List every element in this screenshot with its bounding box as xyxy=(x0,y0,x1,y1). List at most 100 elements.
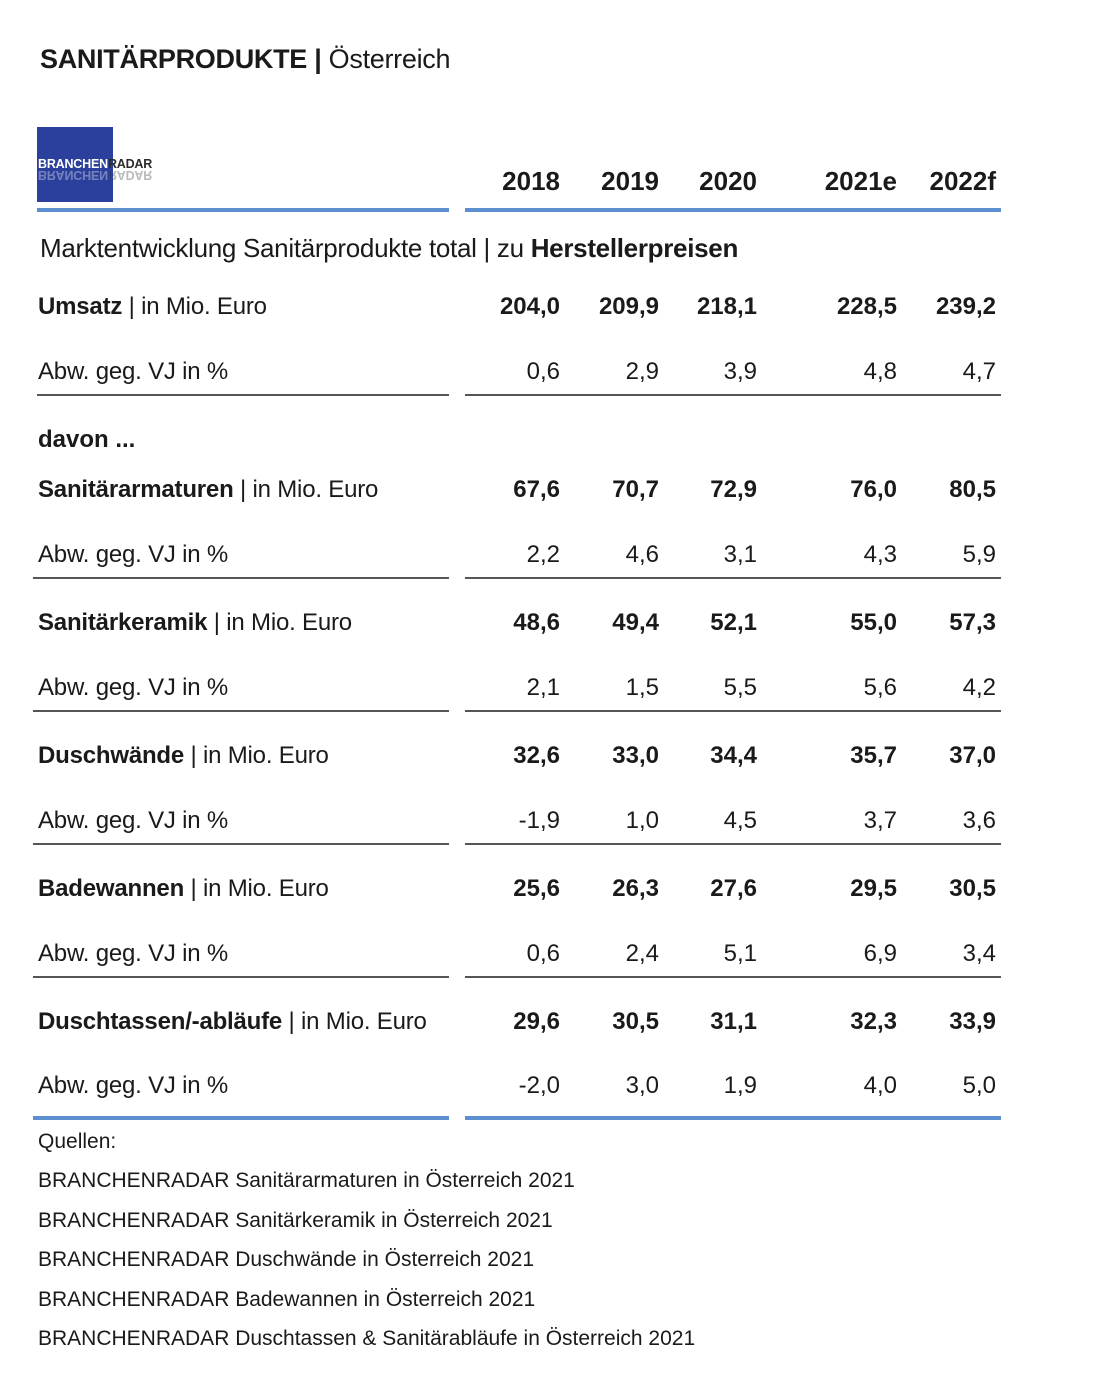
row-rule-left xyxy=(37,394,449,396)
change-cell: 3,4 xyxy=(962,940,996,967)
change-cell: 1,0 xyxy=(625,807,659,834)
change-cell: 5,9 xyxy=(962,541,996,568)
change-cell: 4,8 xyxy=(863,358,897,385)
change-cell: 3,7 xyxy=(863,807,897,834)
year-header-2022f: 2022f xyxy=(929,166,997,196)
row-name: Badewannen xyxy=(38,875,191,902)
value-cell: 228,5 xyxy=(836,293,897,320)
value-cell: 52,1 xyxy=(710,609,757,636)
page-title: SANITÄRPRODUKTE | Österreich xyxy=(40,44,451,75)
row-unit: | in Mio. Euro xyxy=(240,476,379,503)
row-rule-left xyxy=(33,1116,449,1120)
row-label-3: Duschwände | in Mio. Euro xyxy=(38,742,329,770)
value-cell: 76,0 xyxy=(850,476,897,503)
row-rule-right xyxy=(465,577,1001,579)
change-cell: 1,9 xyxy=(723,1072,757,1099)
change-cell: 2,2 xyxy=(526,541,560,568)
row-label-5: Duschtassen/-abläufe | in Mio. Euro xyxy=(38,1008,427,1036)
change-cell: 5,0 xyxy=(962,1072,996,1099)
value-cell: 32,6 xyxy=(513,742,560,769)
change-cell: 2,4 xyxy=(625,940,659,967)
row-unit: | in Mio. Euro xyxy=(190,742,329,769)
change-cell: 4,2 xyxy=(962,674,996,701)
change-cell: -2,0 xyxy=(518,1072,560,1099)
source-item: BRANCHENRADAR Sanitärkeramik in Österrei… xyxy=(38,1209,553,1232)
value-cell: 204,0 xyxy=(499,293,560,320)
change-label-3: Abw. geg. VJ in % xyxy=(38,807,229,834)
change-cell: 4,5 xyxy=(723,807,757,834)
value-cell: 30,5 xyxy=(949,875,996,902)
logo-wordmark-reflection: BRANCHENRADAR xyxy=(38,168,153,182)
value-cell: 33,9 xyxy=(949,1008,996,1035)
row-unit: | in Mio. Euro xyxy=(190,875,329,902)
value-cell: 55,0 xyxy=(850,609,897,636)
row-label-4: Badewannen | in Mio. Euro xyxy=(38,875,329,903)
change-cell: 0,6 xyxy=(526,358,560,385)
change-cell: 4,0 xyxy=(863,1072,897,1099)
year-header-2021e: 2021e xyxy=(824,166,897,196)
change-cell: 5,5 xyxy=(723,674,757,701)
change-label-1: Abw. geg. VJ in % xyxy=(38,541,229,568)
value-cell: 209,9 xyxy=(598,293,659,320)
source-item: BRANCHENRADAR Duschwände in Österreich 2… xyxy=(38,1248,535,1271)
row-name: Duschtassen/-abläufe xyxy=(38,1008,289,1035)
value-cell: 218,1 xyxy=(696,293,757,320)
value-cell: 72,9 xyxy=(710,476,757,503)
page-title-bold: SANITÄRPRODUKTE | xyxy=(40,44,322,74)
value-cell: 49,4 xyxy=(612,609,659,636)
year-header-2019: 2019 xyxy=(601,166,659,196)
value-cell: 32,3 xyxy=(850,1008,897,1035)
value-cell: 33,0 xyxy=(612,742,659,769)
row-unit: | in Mio. Euro xyxy=(213,609,352,636)
change-cell: 3,1 xyxy=(723,541,757,568)
year-header-2018: 2018 xyxy=(502,166,560,196)
row-rule-right xyxy=(465,843,1001,845)
table-subtitle: Marktentwicklung Sanitärprodukte total |… xyxy=(40,233,739,263)
row-label-0: Umsatz | in Mio. Euro xyxy=(38,293,267,321)
change-label-4: Abw. geg. VJ in % xyxy=(38,940,229,967)
value-cell: 25,6 xyxy=(513,875,560,902)
row-name: Sanitärarmaturen xyxy=(38,476,241,503)
sources-heading: Quellen: xyxy=(38,1130,117,1153)
row-unit: | in Mio. Euro xyxy=(128,293,267,320)
change-cell: 5,6 xyxy=(863,674,897,701)
davon-label: davon ... xyxy=(38,426,136,453)
value-cell: 48,6 xyxy=(513,609,560,636)
change-label-5: Abw. geg. VJ in % xyxy=(38,1072,229,1099)
branchenradar-logo xyxy=(37,127,113,202)
change-cell: 2,9 xyxy=(625,358,659,385)
row-rule-left xyxy=(33,843,449,845)
value-cell: 27,6 xyxy=(710,875,757,902)
change-cell: 3,6 xyxy=(962,807,996,834)
row-rule-right xyxy=(465,976,1001,978)
value-cell: 35,7 xyxy=(850,742,897,769)
value-cell: 67,6 xyxy=(513,476,560,503)
value-cell: 80,5 xyxy=(949,476,996,503)
value-cell: 34,4 xyxy=(710,742,757,769)
source-item: BRANCHENRADAR Sanitärarmaturen in Österr… xyxy=(38,1169,575,1192)
row-label-2: Sanitärkeramik | in Mio. Euro xyxy=(38,609,352,637)
value-cell: 26,3 xyxy=(612,875,659,902)
value-cell: 70,7 xyxy=(612,476,659,503)
header-rule-right xyxy=(465,208,1001,212)
change-cell: 0,6 xyxy=(526,940,560,967)
logo-wordmark: BRANCHENRADAR xyxy=(38,157,153,171)
change-cell: 5,1 xyxy=(723,940,757,967)
row-rule-right xyxy=(465,1116,1001,1120)
change-cell: 3,0 xyxy=(625,1072,659,1099)
value-cell: 31,1 xyxy=(710,1008,757,1035)
source-item: BRANCHENRADAR Badewannen in Österreich 2… xyxy=(38,1288,536,1311)
change-cell: 4,7 xyxy=(962,358,996,385)
change-label-2: Abw. geg. VJ in % xyxy=(38,674,229,701)
value-cell: 30,5 xyxy=(612,1008,659,1035)
row-rule-left xyxy=(33,976,449,978)
change-cell: -1,9 xyxy=(518,807,560,834)
row-rule-left xyxy=(33,577,449,579)
row-unit: | in Mio. Euro xyxy=(288,1008,427,1035)
change-label-0: Abw. geg. VJ in % xyxy=(38,358,229,385)
change-cell: 1,5 xyxy=(625,674,659,701)
value-cell: 57,3 xyxy=(949,609,996,636)
change-cell: 4,6 xyxy=(625,541,659,568)
change-cell: 2,1 xyxy=(526,674,560,701)
value-cell: 37,0 xyxy=(949,742,996,769)
